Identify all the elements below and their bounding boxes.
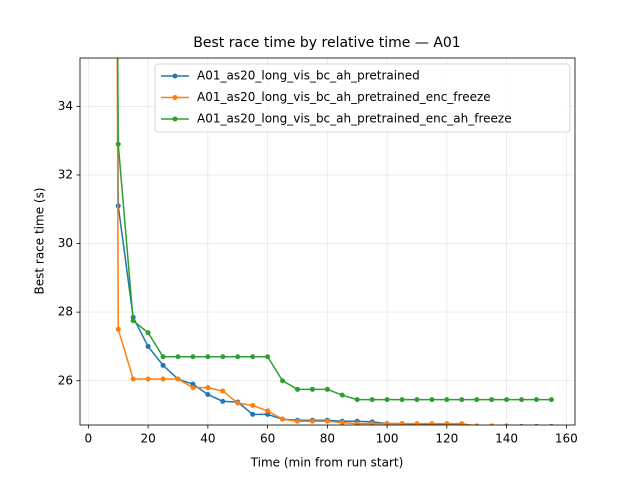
x-tick-label: 140 [495,432,518,446]
point [145,376,151,382]
ticks: 0 20 40 60 80 100 120 140 160 26 28 30 32 34 [58,99,578,446]
point [265,354,271,360]
point [265,408,271,414]
x-tick-label: 20 [140,432,155,446]
point [369,421,375,425]
point [130,376,136,382]
point [220,398,226,404]
y-tick-label: 34 [58,99,73,113]
point [384,397,390,403]
point [414,397,420,403]
point [250,402,256,408]
point [220,388,226,394]
point [220,354,226,360]
x-tick-label: 60 [260,432,275,446]
point [339,392,345,398]
point [250,411,256,417]
point [160,354,166,360]
point [324,418,330,424]
point [354,397,360,403]
point [175,376,181,382]
point [474,397,480,403]
legend-label: A01_as20_long_vis_bc_ah_pretrained [197,69,420,83]
point [115,141,121,147]
point [429,421,435,425]
y-tick-label: 30 [58,236,73,250]
point [235,400,241,406]
point [280,378,286,384]
legend-label: A01_as20_long_vis_bc_ah_pretrained_enc_f… [197,90,491,104]
point [145,343,151,349]
point [459,397,465,403]
point [444,421,450,425]
point [369,397,375,403]
legend-marker [172,73,178,79]
point [160,362,166,368]
point [429,397,435,403]
point [533,397,539,403]
point [175,354,181,360]
x-tick-label: 80 [320,432,335,446]
point [459,421,465,425]
point [130,318,136,324]
point [160,376,166,382]
point [294,386,300,392]
point [115,326,121,332]
point [444,397,450,403]
point [294,418,300,424]
point [399,397,405,403]
point [309,386,315,392]
y-axis-label: Best race time (s) [33,187,47,294]
point [235,354,241,360]
point [399,421,405,425]
point [489,397,495,403]
legend-marker [172,95,178,100]
point [309,418,315,424]
x-tick-label: 100 [376,432,399,446]
legend-marker [172,116,178,122]
point [504,397,510,403]
point [354,421,360,425]
point [190,354,196,360]
point [414,421,420,425]
point [190,385,196,391]
point [384,421,390,425]
y-tick-label: 26 [58,373,73,387]
x-tick-label: 120 [435,432,458,446]
point [250,354,256,360]
point [265,411,271,417]
plot-area [115,58,554,425]
x-axis-label: Time (min from run start) [250,456,404,470]
legend-box [154,63,571,133]
x-tick-label: 40 [200,432,215,446]
point [205,385,211,391]
legend-label: A01_as20_long_vis_bc_ah_pretrained_enc_a… [197,112,512,126]
point [324,386,330,392]
y-tick-label: 28 [58,305,73,319]
point [205,391,211,397]
x-tick-label: 160 [555,432,578,446]
y-tick-label: 32 [58,167,73,181]
x-tick-label: 0 [85,432,93,446]
point [280,416,286,422]
point [548,397,554,403]
point [190,381,196,387]
point [205,354,211,360]
legend: A01_as20_long_vis_bc_ah_pretrained A01_as… [154,63,571,133]
point [145,330,151,336]
point [339,420,345,425]
point [519,397,525,403]
chart-title: Best race time by relative time — A01 [193,35,460,51]
